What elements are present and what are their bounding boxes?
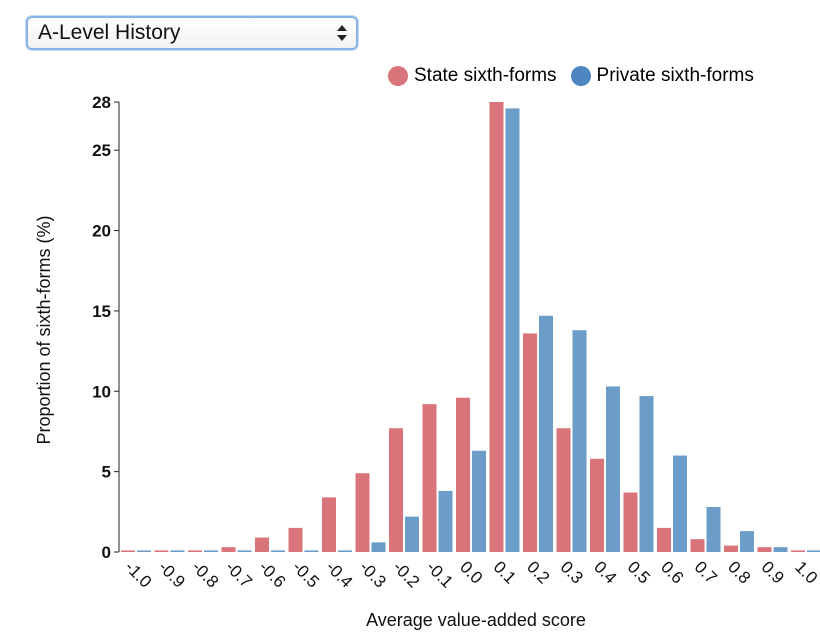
state-bar[interactable] [556,428,571,552]
legend-dot-state [388,66,408,86]
x-tick-label: 0.6 [657,557,687,587]
state-bar[interactable] [322,497,336,552]
x-tick-label: 0.2 [523,557,553,587]
state-bar[interactable] [288,527,303,552]
x-tick-label: 0.0 [456,557,486,587]
x-axis-title: Average value-added score [366,610,586,630]
y-tick-label: 28 [92,93,111,112]
state-bar[interactable] [188,550,202,552]
x-axis: -1.0 -0.9 -0.8 -0.7 -0.6 -0.5 -0.4 -0.3 -0.2 -0.1… [121,557,820,591]
chart-legend: State sixth-forms Private sixth-forms [388,64,768,88]
x-tick-label: -0.6 [255,557,289,591]
y-axis-title: Proportion of sixth-forms (%) [34,215,54,444]
state-bar[interactable] [456,397,470,552]
x-tick-label: -0.9 [155,557,189,591]
legend-item-private[interactable]: Private sixth-forms [570,65,754,87]
state-bar[interactable] [489,102,504,552]
private-bar[interactable] [137,550,151,552]
state-bar[interactable] [121,550,135,552]
private-bar[interactable] [807,550,820,552]
private-bar[interactable] [740,531,754,552]
x-tick-label: 0.4 [590,557,620,587]
legend-dot-private [570,66,591,86]
subject-select-value: A-Level History [38,21,181,44]
x-tick-label: 1.0 [791,557,820,587]
legend-label-state: State sixth-forms [414,65,557,86]
private-bar[interactable] [639,396,654,552]
state-bar[interactable] [422,404,437,552]
state-bar[interactable] [791,550,805,552]
state-bar[interactable] [657,527,671,552]
private-bar[interactable] [706,507,721,552]
private-bar[interactable] [505,108,520,552]
state-bar[interactable] [690,539,705,552]
y-axis: 0 5 10 15 20 25 28 [92,93,120,562]
x-tick-label: -0.8 [188,557,222,591]
private-bar[interactable] [271,550,285,552]
x-tick-label: -0.3 [356,557,390,591]
legend-item-state[interactable]: State sixth-forms [388,65,557,87]
select-arrows-icon [337,25,347,41]
y-tick-label: 0 [102,543,111,562]
legend-label-private: Private sixth-forms [596,65,754,86]
x-tick-label: -0.5 [289,557,323,591]
bars [121,102,820,552]
y-tick-label: 25 [92,141,111,160]
x-tick-label: 0.5 [624,557,654,587]
x-tick-label: -0.4 [322,557,356,591]
state-bar[interactable] [590,458,604,552]
state-bar[interactable] [389,428,403,552]
x-tick-label: 0.7 [691,557,721,587]
x-tick-label: 0.8 [724,557,754,587]
private-bar[interactable] [338,550,352,552]
state-bar[interactable] [523,333,537,552]
private-bar[interactable] [472,450,486,552]
x-tick-label: -0.1 [423,557,457,591]
x-tick-label: 0.1 [490,557,520,587]
private-bar[interactable] [405,516,419,552]
private-bar[interactable] [304,550,319,552]
x-tick-label: -0.7 [222,557,256,591]
x-tick-label: 0.9 [758,557,788,587]
private-bar[interactable] [438,490,453,552]
x-tick-label: -0.2 [389,557,423,591]
y-tick-label: 5 [102,463,111,482]
state-bar[interactable] [221,547,236,552]
private-bar[interactable] [371,542,386,552]
private-bar[interactable] [606,386,620,552]
private-bar[interactable] [204,550,218,552]
private-bar[interactable] [773,547,788,552]
private-bar[interactable] [572,330,587,552]
subject-select[interactable]: A-Level History [26,16,358,50]
state-bar[interactable] [724,545,738,552]
private-bar[interactable] [170,550,185,552]
state-bar[interactable] [757,547,772,552]
private-bar[interactable] [673,455,687,552]
state-bar[interactable] [255,537,269,552]
x-tick-label: 0.3 [557,557,587,587]
y-tick-label: 15 [92,302,111,321]
state-bar[interactable] [623,492,638,552]
x-tick-label: -1.0 [121,557,155,591]
state-bar[interactable] [355,473,370,552]
state-bar[interactable] [154,550,169,552]
private-bar[interactable] [237,550,252,552]
y-tick-label: 20 [92,222,111,241]
private-bar[interactable] [539,315,553,552]
y-tick-label: 10 [92,382,111,401]
